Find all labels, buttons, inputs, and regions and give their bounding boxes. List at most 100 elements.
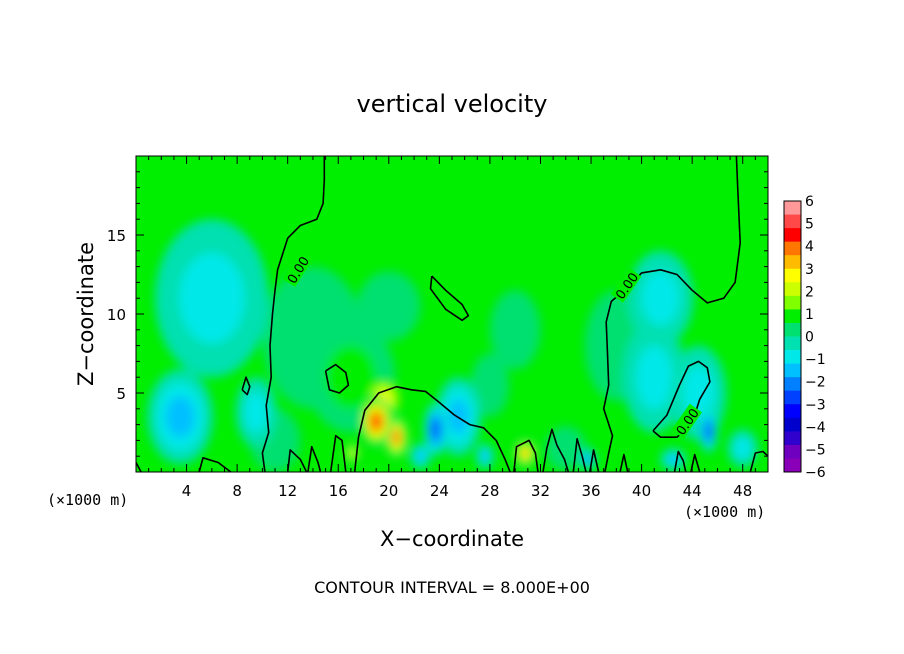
- colorbar-label: 1: [805, 307, 814, 323]
- field-feature: [393, 431, 400, 443]
- field-feature: [431, 420, 440, 438]
- zero-contour-line: [542, 428, 570, 472]
- colorbar-segment: [784, 431, 801, 446]
- x-tick-label: 8: [232, 482, 242, 500]
- field-feature: [705, 423, 712, 438]
- x-tick-label: 12: [278, 482, 297, 500]
- zero-contour-line: [329, 434, 347, 472]
- field-feature: [244, 391, 268, 432]
- chart-title: vertical velocity: [357, 90, 548, 118]
- contour-label-bg: [610, 267, 642, 303]
- colorbar-segment: [784, 282, 801, 297]
- zero-contour-line: [136, 462, 142, 472]
- colorbar-segment: [784, 363, 801, 378]
- zero-contour-line: [619, 453, 629, 472]
- y-axis-label: Z−coordinate: [74, 242, 98, 386]
- field-feature: [545, 426, 586, 471]
- field-feature: [179, 252, 245, 344]
- colorbar-label: −6: [805, 465, 826, 481]
- x-axis-label: X−coordinate: [380, 527, 524, 551]
- field-feature: [357, 271, 421, 341]
- colorbar-segment: [784, 390, 801, 405]
- colorbar-label: 5: [805, 217, 814, 233]
- field-feature: [350, 450, 355, 457]
- colorbar-label: 2: [805, 284, 814, 300]
- x-tick-label: 32: [531, 482, 550, 500]
- colorbar-label: −3: [805, 397, 826, 413]
- field-feature: [470, 353, 509, 417]
- zero-contour-line: [602, 156, 741, 472]
- colorbar-label: 6: [805, 194, 814, 210]
- colorbar-segment: [784, 322, 801, 337]
- colorbar-segment: [784, 336, 801, 351]
- zero-contour-line: [286, 449, 308, 472]
- zero-contour-line: [572, 438, 587, 472]
- zero-contour-line: [749, 450, 768, 472]
- field-feature: [636, 345, 673, 409]
- zero-contour-line: [324, 363, 350, 394]
- y-tick-label: 10: [107, 306, 126, 324]
- contour-interval-note: CONTOUR INTERVAL = 8.000E+00: [314, 578, 590, 597]
- y-tick-label: 5: [116, 385, 126, 403]
- colorbar-label: 4: [805, 239, 814, 255]
- x-unit-left: (×1000 m): [47, 491, 128, 509]
- contour-label-bg: [282, 251, 313, 288]
- x-tick-label: 36: [581, 482, 600, 500]
- colorbar-segment: [784, 458, 801, 473]
- field-feature: [371, 414, 381, 428]
- zero-contour-line: [198, 457, 232, 472]
- field-feature: [481, 450, 489, 462]
- colorbar-segment: [784, 295, 801, 310]
- x-tick-label: 24: [430, 482, 449, 500]
- colorbar-segment: [784, 214, 801, 229]
- x-tick-label: 20: [379, 482, 398, 500]
- field-feature: [416, 450, 425, 462]
- field-feature: [165, 396, 195, 438]
- zero-contour-line: [513, 439, 539, 472]
- field-feature: [489, 290, 541, 370]
- colorbar-segment: [784, 201, 801, 215]
- x-tick-label: 28: [480, 482, 499, 500]
- zero-contours: [136, 156, 768, 472]
- x-axis: 4 8 12 16 20 24 28 32 36 40 44 48: [148, 156, 756, 500]
- field-feature: [733, 437, 752, 460]
- y-axis: 5 10 15: [107, 171, 768, 457]
- zero-contour-line: [353, 385, 511, 472]
- colorbar-label: −1: [805, 352, 826, 368]
- colorbar-segment: [784, 255, 801, 270]
- field-feature: [585, 455, 592, 464]
- colorbar-segment: [784, 417, 801, 432]
- colorbar-segment: [784, 241, 801, 256]
- field-feature: [521, 448, 529, 458]
- colorbar-segment: [784, 404, 801, 419]
- colorbar-label: 3: [805, 262, 814, 278]
- colorbar-label: 0: [805, 330, 814, 346]
- field-feature: [641, 270, 680, 326]
- x-tick-label: 40: [632, 482, 651, 500]
- zero-contour-line: [673, 450, 687, 472]
- x-unit-right: (×1000 m): [684, 503, 765, 521]
- velocity-field: [136, 156, 768, 472]
- colorbar-frame: [783, 200, 802, 473]
- colorbar: 6 5 4 3 2 1 0 −1 −2 −3 −4 −5 −6: [783, 194, 826, 481]
- colorbar-segment: [784, 268, 801, 283]
- colorbar-segment: [784, 228, 801, 242]
- zero-contour-line: [261, 156, 326, 472]
- colorbar-label: −4: [805, 420, 826, 436]
- colorbar-label: −2: [805, 375, 826, 391]
- x-tick-label: 44: [683, 482, 702, 500]
- colorbar-segment: [784, 444, 801, 459]
- zero-contour-line: [429, 275, 470, 322]
- zero-contour-line: [652, 360, 711, 438]
- zero-contour-line: [241, 376, 251, 396]
- zero-contour-line: [307, 445, 322, 472]
- colorbar-segment: [784, 309, 801, 324]
- colorbar-segment: [784, 350, 801, 364]
- colorbar-segment: [784, 377, 801, 391]
- x-tick-label: 4: [182, 482, 192, 500]
- colorbar-label: −5: [805, 442, 826, 458]
- x-tick-label: 48: [733, 482, 752, 500]
- y-tick-label: 15: [107, 227, 126, 245]
- contour-label-bg: [671, 403, 703, 439]
